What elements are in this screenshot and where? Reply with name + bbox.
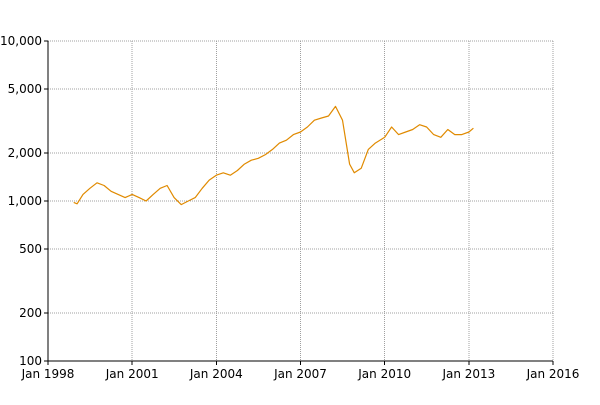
x-tick-label: Jan 2004 — [189, 367, 243, 381]
x-tick-label: Jan 2016 — [526, 367, 580, 381]
x-tick-label: Jan 2013 — [441, 367, 495, 381]
y-tick-label: 10,000 — [0, 34, 42, 48]
y-tick-label: 500 — [19, 242, 42, 256]
y-tick-label: 100 — [19, 354, 42, 368]
series-line — [73, 105, 474, 206]
x-tick-label: Jan 1998 — [21, 367, 75, 381]
y-tick-label: 200 — [19, 306, 42, 320]
x-tick-label: Jan 2001 — [105, 367, 159, 381]
y-tick-label: 2,000 — [8, 146, 42, 160]
x-tick-label: Jan 2010 — [357, 367, 411, 381]
x-tick-label: Jan 2007 — [273, 367, 327, 381]
y-tick-label: 1,000 — [8, 194, 42, 208]
y-tick-label: 5,000 — [8, 82, 42, 96]
